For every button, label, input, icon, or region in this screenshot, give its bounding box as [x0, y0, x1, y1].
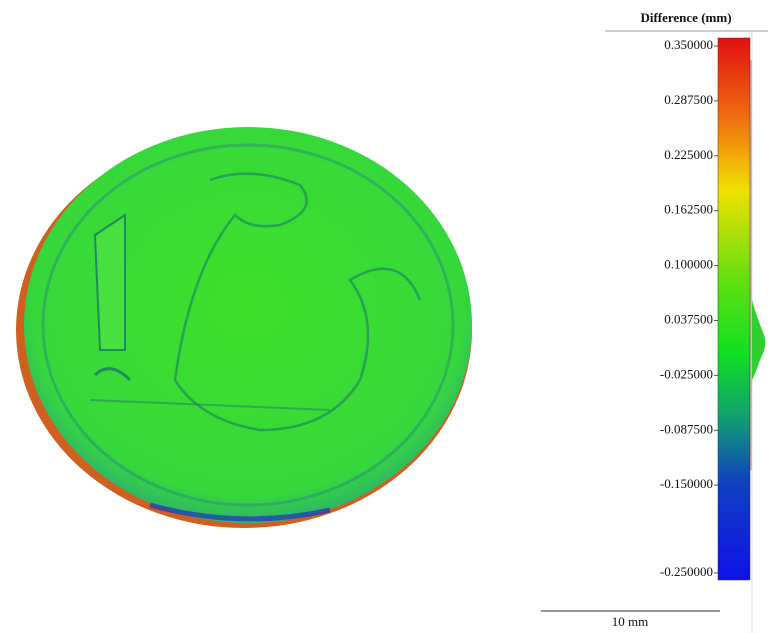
tick-label: 0.225000	[664, 147, 713, 162]
tick-label: -0.250000	[660, 564, 713, 579]
tick-label: -0.025000	[660, 366, 713, 381]
numeral-one	[93, 213, 126, 351]
ground-line	[89, 399, 331, 411]
scale-bar-label: 10 mm	[612, 614, 648, 629]
distribution-histogram	[752, 300, 766, 380]
coin-scan	[16, 127, 472, 528]
rooster-relief	[173, 172, 422, 432]
tick-label: -0.150000	[660, 476, 713, 491]
legend-title: Difference (mm)	[640, 10, 731, 25]
tick-label: 0.287500	[664, 92, 713, 107]
tick-label: 0.100000	[664, 257, 713, 272]
ct-mark	[93, 367, 132, 382]
coin-bottom-edge	[149, 502, 331, 522]
coin-rim	[41, 143, 455, 507]
tick-label: 0.350000	[664, 37, 713, 52]
color-bar	[717, 37, 751, 581]
tick-label: 0.037500	[664, 311, 713, 326]
tick-label: 0.162500	[664, 202, 713, 217]
tick-label: -0.087500	[660, 421, 713, 436]
coin-face	[24, 127, 472, 523]
